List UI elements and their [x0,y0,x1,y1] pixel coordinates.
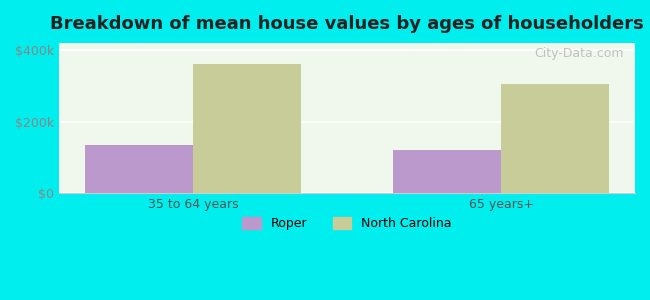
Bar [501,84,609,193]
Legend: Roper, North Carolina: Roper, North Carolina [237,212,457,235]
Title: Breakdown of mean house values by ages of householders: Breakdown of mean house values by ages o… [50,15,644,33]
Bar [193,64,301,193]
Bar [85,145,193,193]
Text: City-Data.com: City-Data.com [534,47,623,60]
Bar [393,150,501,193]
